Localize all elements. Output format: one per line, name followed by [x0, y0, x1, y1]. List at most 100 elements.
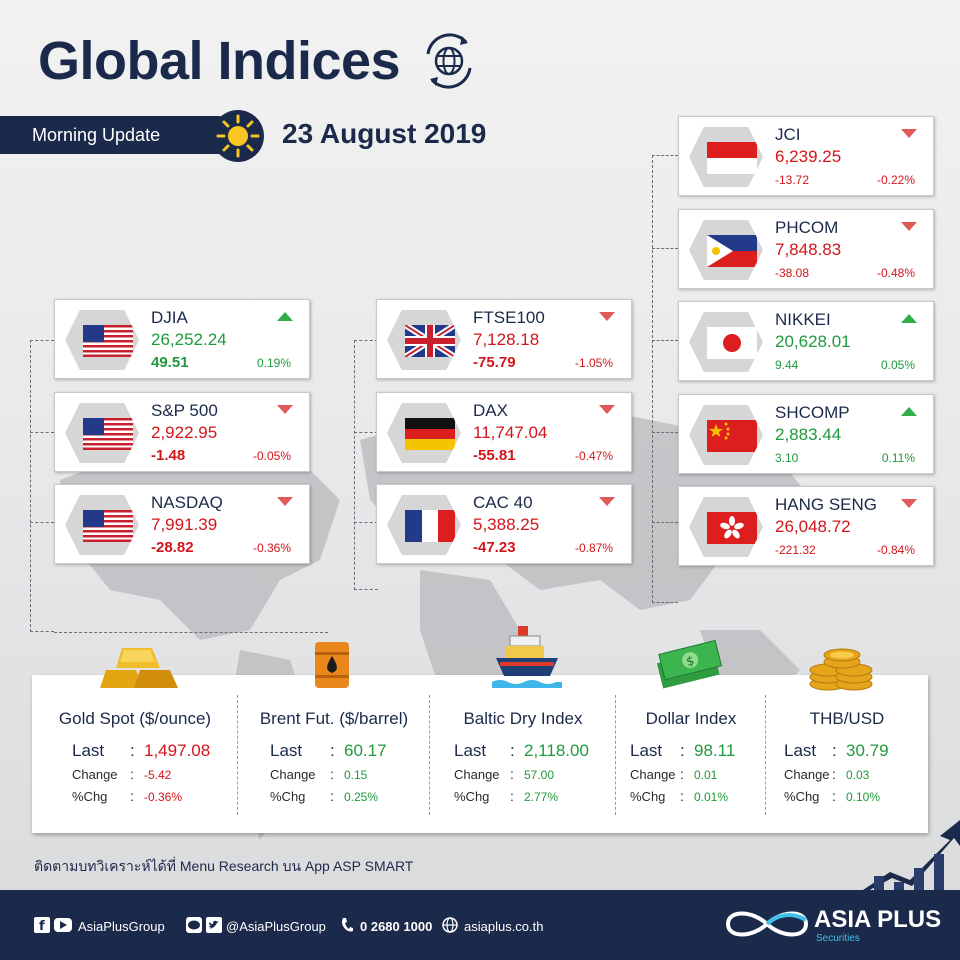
pct-label: %Chg	[784, 789, 820, 804]
up-arrow-icon	[901, 407, 917, 416]
change-value: 57.00	[524, 768, 555, 782]
index-change: -75.79	[473, 354, 516, 371]
last-label: Last	[784, 741, 817, 760]
index-change: -28.82	[151, 539, 194, 556]
index-card-phcom: PHCOM 7,848.83 -38.08 -0.48%	[678, 209, 934, 289]
index-name: CAC 40	[473, 493, 533, 512]
divider	[237, 695, 238, 815]
pct-value: 2.77%	[524, 790, 559, 804]
colon: :	[130, 766, 134, 782]
colon: :	[130, 741, 135, 760]
last-value: 98.11	[694, 741, 736, 760]
change-value: 0.03	[846, 768, 870, 782]
down-arrow-icon	[901, 499, 917, 508]
index-card-sp500: S&P 500 2,922.95 -1.48 -0.05%	[54, 392, 310, 472]
change-value: -5.42	[144, 768, 172, 782]
change-value: 0.15	[344, 768, 368, 782]
down-arrow-icon	[901, 222, 917, 231]
change-label: Change	[454, 767, 500, 782]
banner-label: Morning Update	[32, 125, 161, 145]
social-handle-line[interactable]: @AsiaPlusGroup	[226, 919, 326, 934]
title-row: Global Indices	[38, 30, 480, 92]
index-value: 7,128.18	[473, 330, 540, 349]
commodities-panel: Gold Spot ($/ounce) Last : 1,497.08 Chan…	[32, 675, 928, 833]
index-change: -55.81	[473, 447, 516, 464]
index-change: -13.72	[775, 173, 810, 187]
index-card-cac40: CAC 40 5,388.25 -47.23 -0.87%	[376, 484, 632, 564]
report-date: 23 August 2019	[282, 118, 487, 149]
index-card-hangseng: HANG SENG 26,048.72 -221.32 -0.84%	[678, 486, 934, 566]
change-label: Change	[72, 767, 118, 782]
pct-value: 0.25%	[344, 790, 379, 804]
pct-label: %Chg	[72, 789, 108, 804]
index-change: -221.32	[775, 543, 816, 557]
flag-frame	[65, 403, 139, 463]
colon: :	[832, 766, 836, 782]
svg-text:f: f	[39, 919, 45, 933]
index-change: -38.08	[775, 266, 810, 280]
colon: :	[510, 788, 514, 804]
pct-label: %Chg	[630, 789, 666, 804]
gold-bars-icon	[100, 648, 178, 688]
asia-connector-5	[652, 522, 678, 523]
us-connector-bottom	[54, 632, 328, 633]
index-pct-change: -0.05%	[252, 449, 291, 463]
colon: :	[680, 741, 685, 760]
dollar-bills-icon: $	[656, 639, 722, 689]
index-change: -47.23	[473, 539, 516, 556]
footer-note: ติดตามบทวิเคราะห์ได้ที่ Menu Research บน…	[34, 858, 414, 874]
index-name: JCI	[775, 125, 801, 144]
eu-connector-mid	[354, 432, 378, 433]
index-pct-change: -0.22%	[876, 173, 915, 187]
down-arrow-icon	[901, 129, 917, 138]
flag-frame	[65, 495, 139, 555]
globe-refresh-icon	[426, 33, 472, 89]
last-value: 2,118.00	[524, 741, 589, 760]
index-pct-change: 0.19%	[256, 356, 291, 370]
svg-text:$: $	[685, 653, 696, 668]
china-flag-icon	[707, 420, 757, 452]
phone-number[interactable]: 0 2680 1000	[360, 919, 433, 934]
colon: :	[832, 741, 837, 760]
flag-frame	[689, 127, 763, 187]
pct-value: 0.01%	[694, 790, 729, 804]
cargo-ship-icon	[492, 626, 562, 688]
index-pct-change: -0.84%	[876, 543, 915, 557]
index-card-jci: JCI 6,239.25 -13.72 -0.22%	[678, 116, 934, 196]
hongkong-flag-icon	[707, 512, 757, 544]
index-pct-change: -0.87%	[574, 541, 613, 555]
facebook-youtube-icon[interactable]: f	[34, 917, 72, 933]
index-value: 5,388.25	[473, 515, 540, 534]
us-flag-icon	[83, 418, 133, 450]
flag-frame	[387, 403, 461, 463]
index-value: 6,239.25	[775, 147, 842, 166]
up-arrow-icon	[901, 314, 917, 323]
index-value: 7,991.39	[151, 515, 218, 534]
index-value: 2,922.95	[151, 423, 218, 442]
commodity-brent: Brent Fut. ($/barrel) Last : 60.17 Chang…	[238, 675, 430, 833]
index-pct-change: -0.47%	[574, 449, 613, 463]
line-twitter-icon[interactable]	[186, 917, 222, 933]
colon: :	[680, 788, 684, 804]
flag-frame	[689, 497, 763, 557]
last-label: Last	[630, 741, 663, 760]
flag-frame	[387, 495, 461, 555]
index-change: 49.51	[151, 354, 189, 371]
divider	[429, 695, 430, 815]
website-link[interactable]: asiaplus.co.th	[464, 919, 544, 934]
last-label: Last	[270, 741, 303, 760]
last-value: 30.79	[846, 741, 889, 760]
index-pct-change: 0.11%	[881, 451, 915, 465]
asia-plus-logo-icon	[725, 911, 809, 937]
commodity-title: Brent Fut. ($/barrel)	[259, 709, 409, 728]
down-arrow-icon	[277, 497, 293, 506]
us-connector-low	[30, 522, 54, 523]
index-value: 26,252.24	[151, 330, 227, 349]
commodity-title: Dollar Index	[645, 709, 737, 728]
social-handle-facebook[interactable]: AsiaPlusGroup	[78, 919, 165, 934]
eu-connector-line	[354, 340, 378, 590]
index-name: SHCOMP	[775, 403, 850, 422]
commodity-gold: Gold Spot ($/ounce) Last : 1,497.08 Chan…	[32, 675, 238, 833]
index-value: 20,628.01	[775, 332, 851, 351]
commodity-dollar-index: Dollar Index Last : 98.11 Change : 0.01 …	[616, 675, 766, 833]
